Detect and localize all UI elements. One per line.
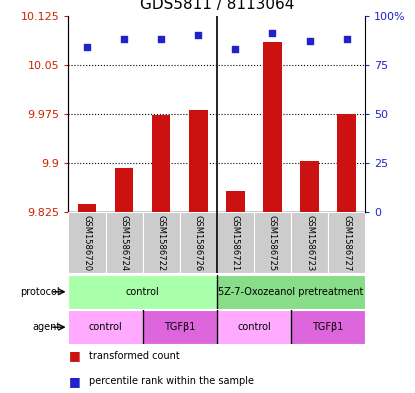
Bar — [115, 168, 133, 212]
Bar — [180, 212, 217, 273]
Text: GSM1586727: GSM1586727 — [342, 215, 351, 271]
Bar — [143, 310, 217, 344]
Bar — [217, 212, 254, 273]
Bar — [68, 275, 217, 309]
Bar — [263, 42, 282, 212]
Bar — [291, 310, 365, 344]
Point — [269, 30, 276, 37]
Point — [343, 36, 350, 42]
Point — [84, 44, 90, 50]
Bar — [105, 212, 143, 273]
Bar — [189, 110, 208, 212]
Bar — [254, 212, 291, 273]
Bar — [68, 310, 143, 344]
Title: GDS5811 / 8113064: GDS5811 / 8113064 — [140, 0, 294, 12]
Point — [232, 46, 239, 52]
Point — [121, 36, 127, 42]
Point — [306, 38, 313, 44]
Bar — [68, 212, 105, 273]
Bar — [291, 212, 328, 273]
Text: GSM1586721: GSM1586721 — [231, 215, 240, 271]
Text: agent: agent — [32, 322, 60, 332]
Text: GSM1586722: GSM1586722 — [157, 215, 166, 271]
Text: protocol: protocol — [21, 287, 60, 297]
Text: ■: ■ — [68, 375, 80, 388]
Text: GSM1586720: GSM1586720 — [83, 215, 92, 271]
Bar — [328, 212, 365, 273]
Text: control: control — [89, 322, 122, 332]
Text: ■: ■ — [68, 349, 80, 362]
Text: control: control — [126, 287, 159, 297]
Text: GSM1586725: GSM1586725 — [268, 215, 277, 271]
Point — [158, 36, 164, 42]
Text: percentile rank within the sample: percentile rank within the sample — [89, 376, 254, 386]
Point — [195, 32, 202, 39]
Text: GSM1586723: GSM1586723 — [305, 215, 314, 271]
Bar — [337, 114, 356, 212]
Text: 5Z-7-Oxozeanol pretreatment: 5Z-7-Oxozeanol pretreatment — [218, 287, 364, 297]
Text: GSM1586726: GSM1586726 — [194, 215, 203, 271]
Text: GSM1586724: GSM1586724 — [120, 215, 129, 271]
Text: transformed count: transformed count — [89, 351, 180, 361]
Bar — [226, 191, 245, 212]
Text: TGFβ1: TGFβ1 — [312, 322, 344, 332]
Text: TGFβ1: TGFβ1 — [164, 322, 195, 332]
Text: control: control — [237, 322, 271, 332]
Bar — [143, 212, 180, 273]
Bar — [217, 310, 291, 344]
Bar — [152, 115, 171, 212]
Bar — [300, 161, 319, 212]
Bar — [78, 204, 96, 212]
Bar — [217, 275, 365, 309]
